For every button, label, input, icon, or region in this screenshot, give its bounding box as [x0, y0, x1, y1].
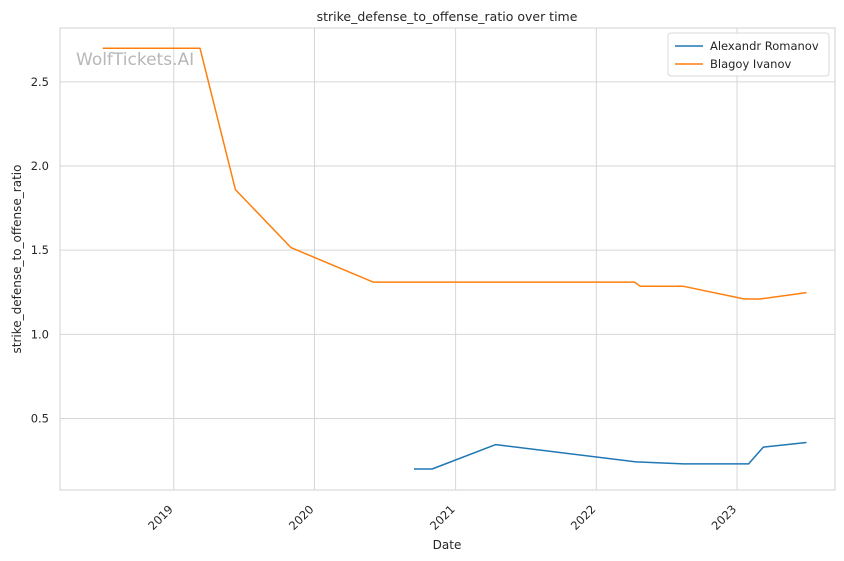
legend-box	[667, 32, 830, 77]
y-tick-label: 1.0	[31, 327, 49, 341]
series-line-alexandr-romanov	[414, 441, 807, 470]
x-tick-label: 2020	[286, 502, 317, 533]
x-tick-label: 2019	[145, 502, 176, 533]
x-tick-label: 2021	[427, 502, 458, 533]
legend-label: Alexandr Romanov	[710, 39, 819, 53]
grid-lines	[60, 28, 835, 490]
legend-label: Blagoy Ivanov	[710, 57, 791, 71]
legend: Alexandr Romanov Blagoy Ivanov	[667, 32, 830, 77]
series-line-blagoy-ivanov	[102, 47, 807, 300]
x-tick-label: 2022	[568, 502, 599, 533]
chart-title: strike_defense_to_offense_ratio over tim…	[317, 9, 578, 24]
x-axis-label: Date	[433, 538, 462, 552]
y-tick-label: 1.5	[31, 243, 49, 257]
x-tick-label: 2023	[709, 502, 740, 533]
watermark: WolfTickets.AI	[76, 50, 194, 70]
y-tick-label: 2.0	[31, 159, 49, 173]
series-lines	[102, 47, 807, 470]
y-tick-label: 2.5	[31, 75, 49, 89]
y-axis-label: strike_defense_to_offense_ratio	[10, 165, 24, 354]
plot-area	[59, 27, 836, 491]
y-tick-label: 0.5	[31, 411, 49, 425]
